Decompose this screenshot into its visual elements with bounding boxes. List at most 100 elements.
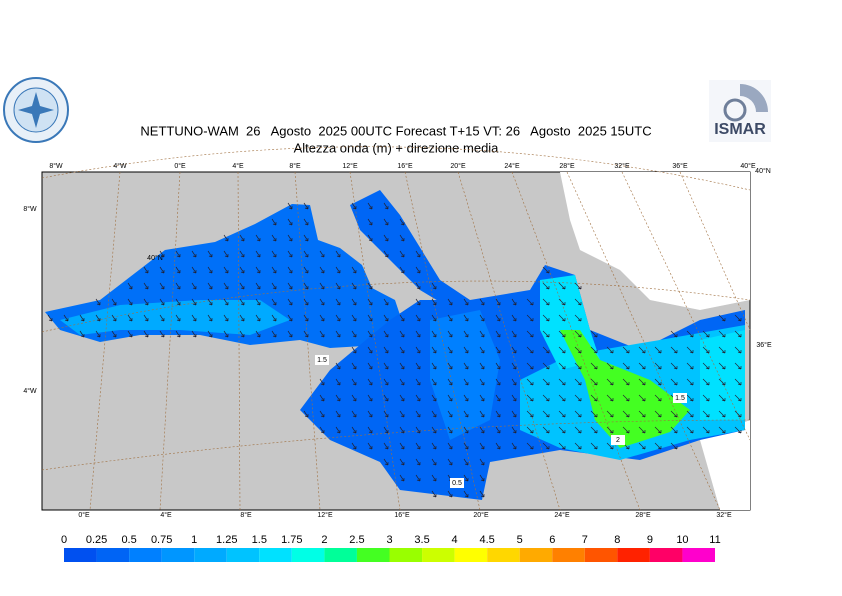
wave-direction-arrow: [558, 298, 566, 306]
wave-direction-arrow: [431, 474, 437, 482]
top-graticule-label: 0°E: [174, 162, 186, 170]
wave-direction-arrow: [191, 298, 197, 306]
wave-direction-arrow: [622, 378, 630, 386]
wave-direction-arrow: [255, 314, 261, 322]
wave-direction-arrow: [367, 234, 373, 242]
wave-direction-arrow: [654, 410, 662, 418]
wave-direction-arrow: [447, 458, 453, 466]
wave-direction-arrow: [303, 218, 309, 226]
wave-direction-arrow: [447, 490, 453, 498]
wave-direction-arrow: [702, 378, 710, 386]
graticule-label: 40°N: [147, 254, 163, 262]
wave-direction-arrow: [526, 410, 534, 418]
wave-direction-arrow: [606, 442, 614, 450]
wave-direction-arrow: [415, 346, 421, 354]
wave-direction-arrow: [143, 298, 149, 306]
wave-direction-arrow: [335, 394, 341, 402]
wave-direction-arrow: [223, 314, 229, 322]
wave-direction-arrow: [239, 234, 245, 242]
wave-direction-arrow: [383, 378, 389, 386]
wave-direction-arrow: [542, 266, 550, 274]
bottom-graticule-label: 12°E: [317, 511, 333, 519]
ismar-logo: ISMAR: [709, 80, 771, 142]
colorbar-label: 0.75: [151, 534, 172, 546]
wave-direction-arrow: [415, 394, 421, 402]
wave-direction-arrow: [479, 314, 485, 322]
wave-direction-arrow: [526, 298, 534, 306]
wave-direction-arrow: [319, 298, 325, 306]
wave-direction-arrow: [159, 330, 165, 338]
wave-direction-arrow: [95, 330, 101, 338]
wave-direction-arrow: [319, 314, 325, 322]
wave-direction-arrow: [447, 442, 453, 450]
wave-direction-arrow: [399, 474, 405, 482]
wave-direction-arrow: [367, 346, 373, 354]
wave-direction-arrow: [399, 426, 405, 434]
wave-direction-arrow: [415, 378, 421, 386]
wave-direction-arrow: [191, 314, 197, 322]
wave-direction-arrow: [622, 394, 630, 402]
wave-direction-arrow: [702, 330, 710, 338]
wave-direction-arrow: [686, 426, 694, 434]
wave-direction-arrow: [638, 394, 646, 402]
wave-direction-arrow: [734, 346, 742, 354]
wave-direction-arrow: [399, 458, 405, 466]
wave-direction-arrow: [415, 442, 421, 450]
graticule: [41, 146, 751, 511]
wave-direction-arrow: [191, 330, 197, 338]
wave-direction-arrow: [526, 378, 534, 386]
wave-direction-arrow: [287, 218, 293, 226]
left-graticule-label: 8°W: [23, 205, 37, 213]
wave-direction-arrow: [303, 266, 309, 274]
wave-direction-arrow: [223, 298, 229, 306]
wave-direction-arrow: [463, 378, 469, 386]
wave-direction-arrow: [367, 282, 373, 290]
wave-direction-arrow: [606, 378, 614, 386]
wave-direction-arrow: [495, 362, 501, 370]
wave-direction-arrow: [367, 426, 373, 434]
wave-direction-arrow: [638, 410, 646, 418]
wave-direction-arrow: [431, 442, 437, 450]
wave-direction-arrow: [383, 250, 389, 258]
wave-direction-arrow: [191, 250, 197, 258]
wave-direction-arrow: [111, 298, 117, 306]
wave-direction-arrow: [542, 362, 550, 370]
top-graticule-label: 32°E: [614, 162, 630, 170]
bottom-graticule-label: 8°E: [240, 511, 252, 519]
wave-direction-arrow: [542, 330, 550, 338]
wave-direction-arrow: [606, 362, 614, 370]
wave-direction-arrow: [207, 298, 213, 306]
wave-direction-arrow: [271, 234, 277, 242]
colorbar-swatch: [487, 548, 520, 562]
wave-direction-arrow: [271, 266, 277, 274]
wave-direction-arrow: [463, 426, 469, 434]
wave-direction-arrow: [558, 282, 566, 290]
wave-direction-arrow: [383, 202, 389, 210]
top-graticule-label: 12°E: [342, 162, 358, 170]
wave-direction-arrow: [590, 426, 598, 434]
wave-direction-arrow: [542, 442, 550, 450]
wave-direction-arrow: [495, 346, 501, 354]
wave-direction-arrow: [702, 394, 710, 402]
wave-direction-arrow: [143, 282, 149, 290]
wave-direction-arrow: [351, 442, 357, 450]
wave-direction-arrow: [159, 250, 165, 258]
wave-direction-arrow: [287, 202, 293, 210]
wave-direction-arrow: [718, 362, 726, 370]
wave-direction-arrow: [511, 410, 517, 418]
wave-direction-arrow: [734, 314, 742, 322]
wave-direction-arrow: [479, 426, 485, 434]
colorbar-label: 11: [709, 534, 720, 546]
wave-direction-arrow: [526, 330, 534, 338]
wave-direction-arrow: [351, 298, 357, 306]
wave-direction-arrow: [447, 298, 453, 306]
wave-direction-arrow: [495, 410, 501, 418]
wave-direction-arrow: [335, 282, 341, 290]
colorbar-swatch: [259, 548, 292, 562]
wave-direction-arrow: [351, 410, 357, 418]
wave-direction-arrow: [207, 266, 213, 274]
wave-direction-arrow: [399, 250, 405, 258]
wave-direction-arrow: [303, 234, 309, 242]
wave-direction-arrow: [431, 458, 437, 466]
